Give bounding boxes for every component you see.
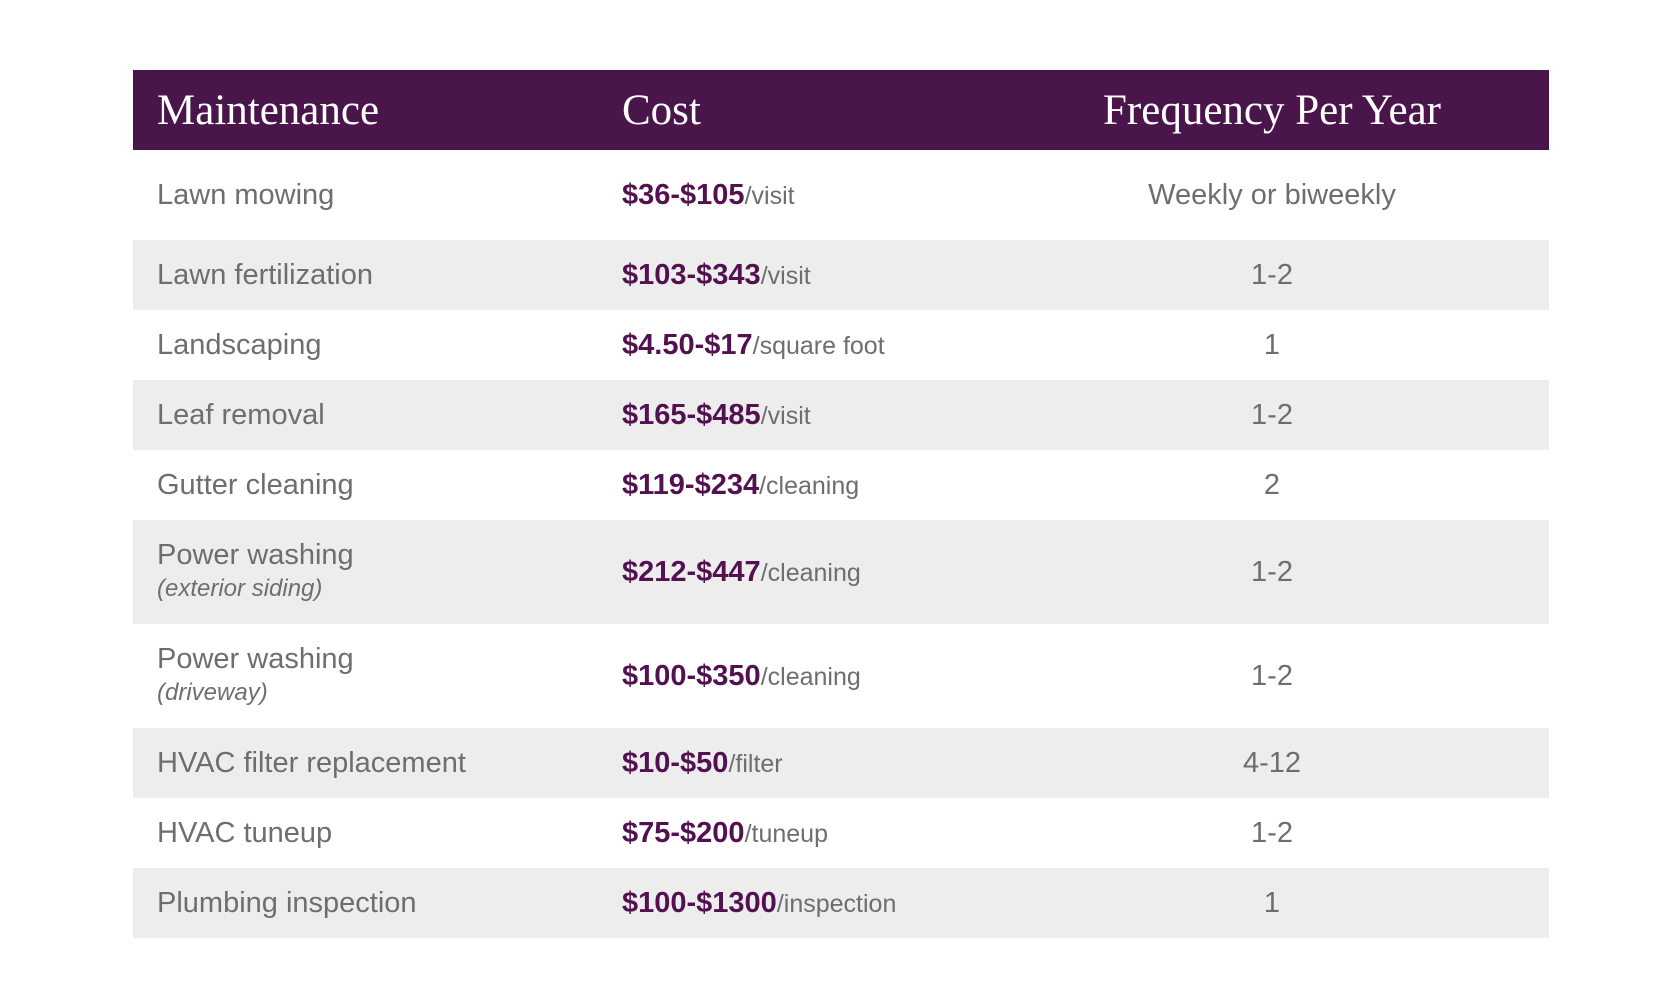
maintenance-label: Plumbing inspection [157,886,417,919]
table-row: Landscaping $4.50-$17/square foot 1 [133,310,1549,380]
cost-cell: $165-$485/visit [622,399,995,432]
maintenance-cell: Gutter cleaning [133,468,622,503]
cost-unit: /tuneup [744,819,828,848]
cost-unit: /visit [744,181,795,210]
cost-cell: $119-$234/cleaning [622,469,995,502]
cost-unit: /cleaning [760,558,861,587]
maintenance-label: Lawn mowing [157,178,335,211]
frequency-cell: 1-2 [1251,555,1293,588]
cost-unit: /visit [760,261,811,290]
cost-range: $100-$350 [622,659,761,692]
cost-range: $75-$200 [622,816,745,849]
cost-cell: $4.50-$17/square foot [622,329,995,362]
cost-range: $4.50-$17 [622,328,753,361]
maintenance-label: Lawn fertilization [157,258,373,291]
maintenance-cell: Power washing (exterior siding) [133,538,622,605]
cost-range: $212-$447 [622,555,761,588]
table-row: Lawn fertilization $103-$343/visit 1-2 [133,240,1549,310]
maintenance-cell: Leaf removal [133,398,622,433]
maintenance-label: Power washing [157,643,354,676]
table-row: Power washing (driveway) $100-$350/clean… [133,624,1549,728]
frequency-cell: 1-2 [1251,816,1293,849]
header-cell-cost: Cost [622,86,701,134]
table-row: Plumbing inspection $100-$1300/inspectio… [133,868,1549,938]
maintenance-cell: Plumbing inspection [133,886,622,921]
frequency-cell: 1 [1263,328,1281,361]
maintenance-cell: Lawn fertilization [133,258,622,293]
cost-range: $119-$234 [622,468,760,501]
header-cell-maintenance: Maintenance [157,86,380,134]
maintenance-label: Power washing [157,539,354,572]
maintenance-sub-label: (driveway) [157,679,268,707]
cost-unit: /visit [760,401,811,430]
cost-cell: $100-$350/cleaning [622,660,995,693]
cost-unit: /cleaning [759,471,860,500]
table-row: Gutter cleaning $119-$234/cleaning 2 [133,450,1549,520]
cost-range: $103-$343 [622,258,761,291]
frequency-cell: 1-2 [1251,258,1293,291]
maintenance-sub-label: (exterior siding) [157,575,323,603]
table-row: Leaf removal $165-$485/visit 1-2 [133,380,1549,450]
maintenance-label: HVAC tuneup [157,816,333,849]
table-row: HVAC tuneup $75-$200/tuneup 1-2 [133,798,1549,868]
maintenance-cell: Landscaping [133,328,622,363]
cost-range: $100-$1300 [622,886,777,919]
cost-cell: $100-$1300/inspection [622,887,995,920]
cost-cell: $10-$50/filter [622,747,995,780]
maintenance-label: HVAC filter replacement [157,746,466,779]
cost-cell: $103-$343/visit [622,259,995,292]
frequency-cell: Weekly or biweekly [1148,178,1396,211]
table-row: Lawn mowing $36-$105/visit Weekly or biw… [133,150,1549,240]
cost-cell: $36-$105/visit [622,179,995,212]
cost-cell: $75-$200/tuneup [622,817,995,850]
maintenance-cell: Power washing (driveway) [133,642,622,709]
maintenance-cell: Lawn mowing [133,178,622,213]
cost-range: $165-$485 [622,398,761,431]
cost-unit: /square foot [752,331,885,360]
maintenance-label: Landscaping [157,328,322,361]
table-rows: Lawn mowing $36-$105/visit Weekly or biw… [133,150,1549,938]
table-row: Power washing (exterior siding) $212-$44… [133,520,1549,624]
frequency-cell: 1-2 [1251,398,1293,431]
cost-cell: $212-$447/cleaning [622,556,995,589]
table-header-row: Maintenance Cost Frequency Per Year [133,70,1549,150]
cost-unit: /filter [728,749,783,778]
frequency-cell: 2 [1263,468,1281,501]
frequency-cell: 4-12 [1242,746,1302,779]
frequency-cell: 1 [1263,886,1281,919]
table-row: HVAC filter replacement $10-$50/filter 4… [133,728,1549,798]
cost-unit: /inspection [776,889,897,918]
maintenance-cell: HVAC filter replacement [133,746,622,781]
cost-range: $36-$105 [622,178,745,211]
cost-range: $10-$50 [622,746,729,779]
maintenance-cell: HVAC tuneup [133,816,622,851]
maintenance-label: Leaf removal [157,398,325,431]
maintenance-cost-table: Maintenance Cost Frequency Per Year Lawn… [133,70,1549,938]
cost-unit: /cleaning [760,662,861,691]
frequency-cell: 1-2 [1251,659,1293,692]
maintenance-label: Gutter cleaning [157,468,354,501]
header-cell-frequency: Frequency Per Year [1103,86,1441,134]
